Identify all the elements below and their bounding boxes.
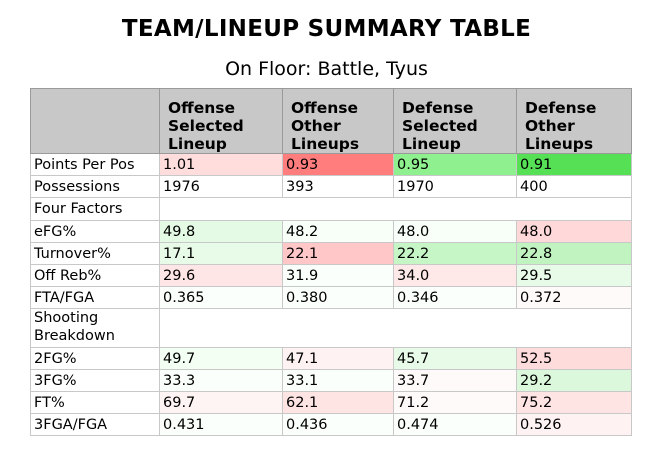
table-cell: 393 [282, 175, 394, 198]
table-row: 3FGA/FGA 0.431 0.436 0.474 0.526 [30, 413, 632, 436]
table-cell: 0.380 [282, 286, 394, 309]
table-row: FTA/FGA 0.365 0.380 0.346 0.372 [30, 286, 632, 309]
summary-table: Offense Selected Lineup Offense Other Li… [30, 88, 632, 436]
table-cell: 52.5 [516, 347, 632, 370]
table-body: Points Per Pos 1.01 0.93 0.95 0.91 Possession… [30, 153, 632, 436]
table-cell: 48.2 [282, 220, 394, 243]
header-defense-other: Defense Other Lineups [516, 88, 632, 154]
table-cell: 75.2 [516, 391, 632, 414]
row-label: FTA/FGA [30, 286, 160, 309]
table-cell: 29.2 [516, 369, 632, 392]
header-offense-other: Offense Other Lineups [282, 88, 394, 154]
table-cell: 47.1 [282, 347, 394, 370]
table-cell: 0.436 [282, 413, 394, 436]
table-row: 2FG% 49.7 47.1 45.7 52.5 [30, 347, 632, 370]
page-subtitle: On Floor: Battle, Tyus [225, 58, 428, 80]
table-cell: 29.5 [516, 264, 632, 287]
table-cell: 33.7 [393, 369, 517, 392]
table-row: Possessions 1976 393 1970 400 [30, 175, 632, 198]
row-label: Off Reb% [30, 264, 160, 287]
row-label: 3FGA/FGA [30, 413, 160, 436]
table-cell: 22.1 [282, 242, 394, 265]
section-row: Four Factors [30, 197, 632, 221]
row-label: 2FG% [30, 347, 160, 370]
page-title: TEAM/LINEUP SUMMARY TABLE [121, 16, 532, 42]
header-cell-corner [30, 88, 160, 154]
table-cell: 33.3 [159, 369, 283, 392]
table-cell: 0.346 [393, 286, 517, 309]
table-cell: 0.93 [282, 153, 394, 176]
table-cell: 22.8 [516, 242, 632, 265]
table-row: Off Reb% 29.6 31.9 34.0 29.5 [30, 264, 632, 287]
header-defense-selected: Defense Selected Lineup [393, 88, 517, 154]
table-cell: 0.526 [516, 413, 632, 436]
table-row: eFG% 49.8 48.2 48.0 48.0 [30, 220, 632, 243]
table-row: Turnover% 17.1 22.1 22.2 22.8 [30, 242, 632, 265]
table-cell: 1976 [159, 175, 283, 198]
table-row: FT% 69.7 62.1 71.2 75.2 [30, 391, 632, 414]
row-label: Possessions [30, 175, 160, 198]
row-label: Turnover% [30, 242, 160, 265]
table-cell: 49.8 [159, 220, 283, 243]
table-cell: 48.0 [393, 220, 517, 243]
table-cell: 29.6 [159, 264, 283, 287]
row-label: FT% [30, 391, 160, 414]
table-cell: 48.0 [516, 220, 632, 243]
table-cell: 0.95 [393, 153, 517, 176]
section-label: Shooting Breakdown [30, 308, 160, 348]
header-offense-selected: Offense Selected Lineup [159, 88, 283, 154]
header-row: Offense Selected Lineup Offense Other Li… [30, 88, 632, 154]
table-cell: 22.2 [393, 242, 517, 265]
section-spacer [159, 197, 632, 221]
section-label: Four Factors [30, 197, 160, 221]
table-cell: 49.7 [159, 347, 283, 370]
table-cell: 62.1 [282, 391, 394, 414]
table-cell: 1.01 [159, 153, 283, 176]
row-label: eFG% [30, 220, 160, 243]
table-cell: 17.1 [159, 242, 283, 265]
table-cell: 0.474 [393, 413, 517, 436]
section-spacer [159, 308, 632, 348]
section-row: Shooting Breakdown [30, 308, 632, 348]
row-label: Points Per Pos [30, 153, 160, 176]
table-cell: 71.2 [393, 391, 517, 414]
table-cell: 1970 [393, 175, 517, 198]
table-cell: 45.7 [393, 347, 517, 370]
table-cell: 0.431 [159, 413, 283, 436]
table-cell: 0.365 [159, 286, 283, 309]
table-row: 3FG% 33.3 33.1 33.7 29.2 [30, 369, 632, 392]
table-cell: 0.91 [516, 153, 632, 176]
row-label: 3FG% [30, 369, 160, 392]
table-cell: 31.9 [282, 264, 394, 287]
table-cell: 69.7 [159, 391, 283, 414]
table-cell: 33.1 [282, 369, 394, 392]
table-cell: 0.372 [516, 286, 632, 309]
table-cell: 400 [516, 175, 632, 198]
table-row: Points Per Pos 1.01 0.93 0.95 0.91 [30, 153, 632, 176]
table-cell: 34.0 [393, 264, 517, 287]
